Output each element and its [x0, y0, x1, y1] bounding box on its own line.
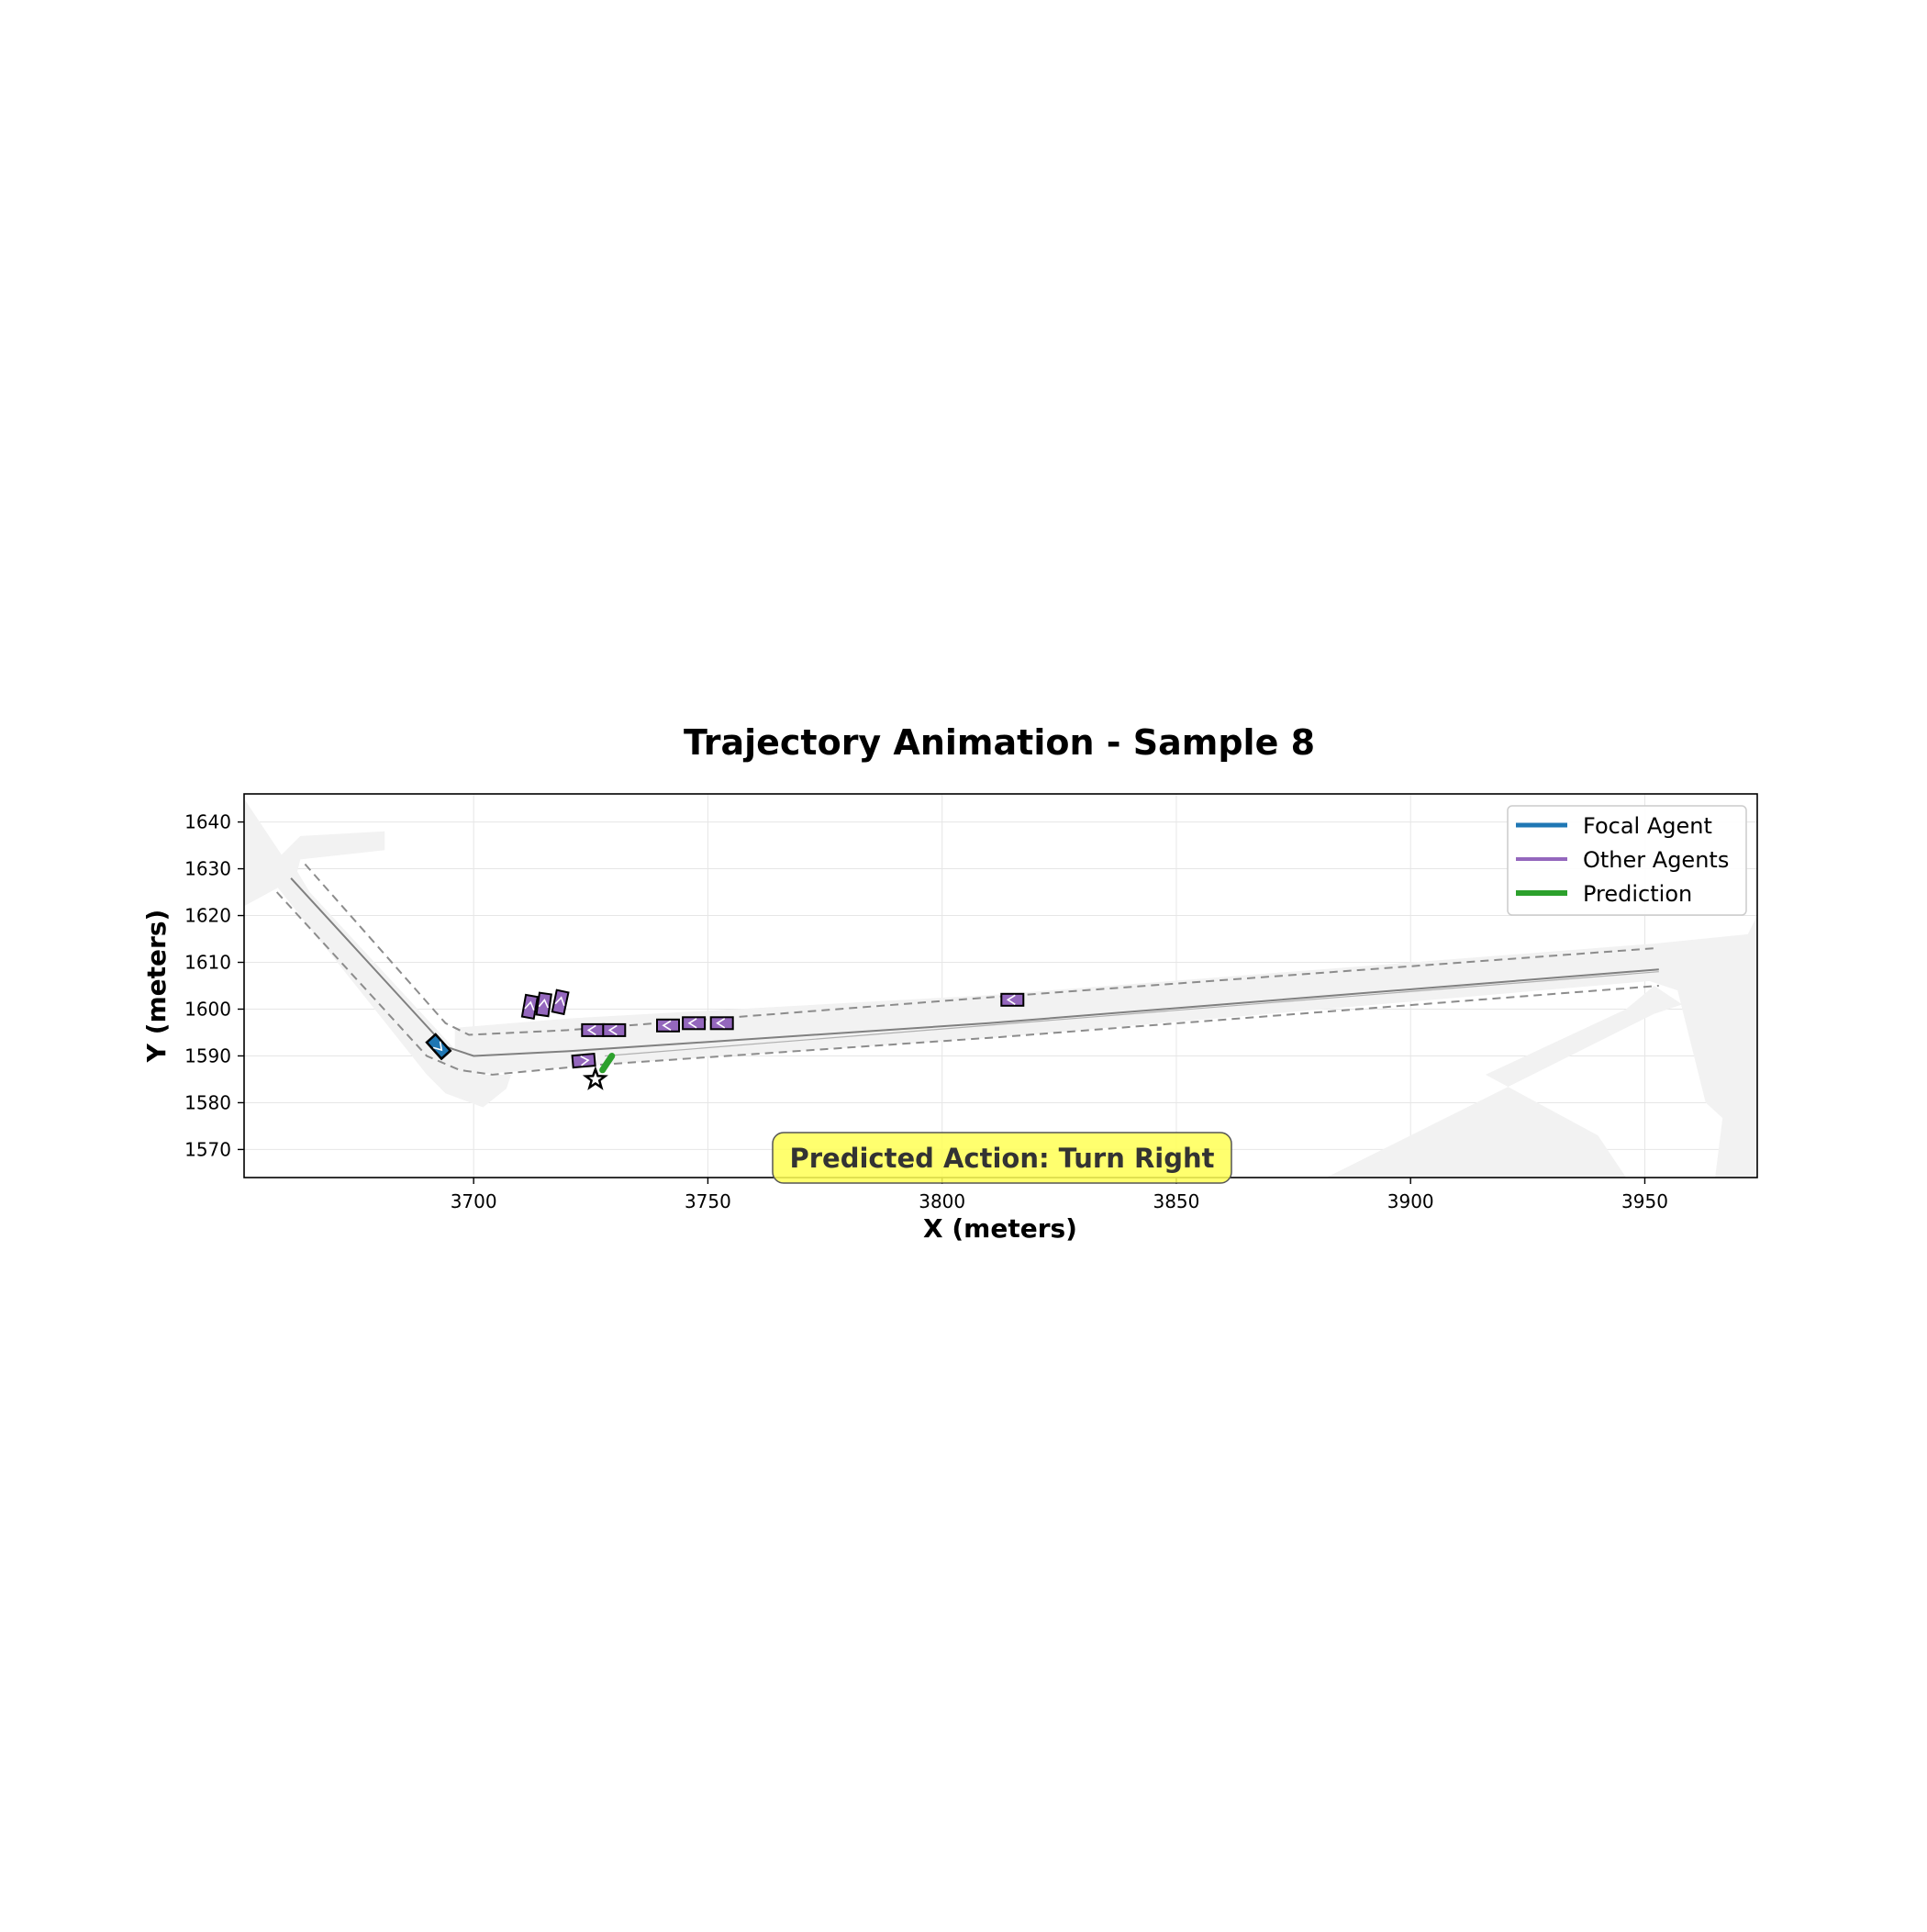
other-agent-body [602, 1022, 627, 1037]
lane-boundary [275, 891, 1659, 1076]
x-tick-label: 3750 [685, 1190, 731, 1212]
other-agent-heading-arrow [580, 1055, 590, 1067]
other-agent-heading-arrow [607, 1024, 618, 1036]
legend-label-prediction: Prediction [1583, 881, 1692, 907]
other-agent-heading-arrow [554, 996, 565, 1007]
focal-agent-body [425, 1033, 452, 1061]
lane-boundary [304, 863, 1654, 1036]
badge-box [772, 1132, 1232, 1184]
other-agent [535, 991, 552, 1018]
prediction-endpoint-star [582, 1066, 608, 1090]
y-tick-label: 1630 [184, 858, 231, 880]
road-area [454, 915, 1757, 1178]
other-agent-heading-arrow [538, 998, 549, 1009]
focal-agent-heading-arrow [432, 1041, 443, 1052]
legend: Focal Agent Other Agents Prediction [1507, 805, 1747, 916]
predicted-action-text: Predicted Action: Turn Right [789, 1143, 1214, 1174]
other-agent-heading-arrow [662, 1020, 672, 1031]
other-agent-body [551, 988, 570, 1016]
x-tick-label: 3700 [451, 1190, 497, 1212]
other-agent [682, 1016, 707, 1031]
other-agent [571, 1052, 596, 1069]
y-axis-label: Y (meters) [141, 910, 172, 1064]
lane-divider [605, 971, 1659, 1057]
prediction-layer [582, 1053, 616, 1090]
other-agent-body [520, 993, 540, 1021]
other-agent-heading-arrow [1006, 994, 1016, 1005]
y-tick-label: 1640 [184, 811, 231, 833]
map-layer [244, 798, 1757, 1178]
other-agent [656, 1018, 680, 1033]
x-tick-label: 3900 [1387, 1190, 1434, 1212]
agents-layer [425, 988, 1025, 1069]
y-tick-label: 1600 [184, 998, 231, 1020]
other-agent [520, 993, 540, 1021]
chart-title: Trajectory Animation - Sample 8 [684, 722, 1315, 763]
legend-label-other: Other Agents [1583, 847, 1729, 873]
other-agent [551, 988, 570, 1016]
lane-center [290, 877, 1659, 1057]
y-tick-label: 1610 [184, 952, 231, 974]
other-agent-body [1000, 992, 1025, 1007]
other-agent [581, 1022, 606, 1037]
predicted-action-badge: Predicted Action: Turn Right [772, 1132, 1232, 1184]
legend-box [1507, 805, 1747, 916]
other-agent-body [682, 1016, 707, 1031]
x-tick-label: 3800 [919, 1190, 965, 1212]
other-agent-heading-arrow [716, 1018, 726, 1029]
y-axis-ticks: 1570 1580 1590 1600 1610 1620 1630 1640 [184, 811, 244, 1160]
y-tick-label: 1570 [184, 1138, 231, 1160]
other-agent-body [535, 991, 552, 1018]
other-agent-heading-arrow [586, 1024, 596, 1036]
y-tick-label: 1590 [184, 1044, 231, 1067]
other-agent-body [571, 1052, 596, 1069]
other-agent [1000, 992, 1025, 1007]
x-tick-label: 3850 [1153, 1190, 1199, 1212]
y-tick-label: 1580 [184, 1091, 231, 1113]
other-agent-heading-arrow [687, 1018, 697, 1029]
other-agent [709, 1016, 734, 1031]
other-agent [602, 1022, 627, 1037]
other-agent-body [581, 1022, 606, 1037]
other-agent-body [656, 1018, 680, 1033]
prediction-path [599, 1053, 616, 1074]
other-agent-body [709, 1016, 734, 1031]
x-axis-ticks: 3700 3750 3800 3850 3900 3950 [451, 1178, 1668, 1212]
plot-area [243, 793, 1758, 1178]
road-area [1326, 986, 1683, 1178]
focal-agent [425, 1033, 452, 1061]
x-tick-label: 3950 [1621, 1190, 1668, 1212]
other-agent-heading-arrow [524, 1000, 535, 1011]
x-axis-label: X (meters) [923, 1213, 1077, 1244]
legend-label-focal: Focal Agent [1583, 813, 1712, 839]
y-tick-label: 1620 [184, 905, 231, 927]
